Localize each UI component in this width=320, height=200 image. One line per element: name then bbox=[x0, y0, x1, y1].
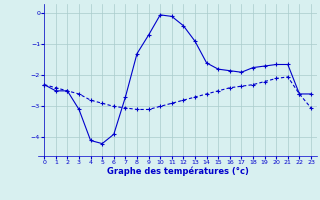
X-axis label: Graphe des températures (°c): Graphe des températures (°c) bbox=[107, 167, 249, 176]
